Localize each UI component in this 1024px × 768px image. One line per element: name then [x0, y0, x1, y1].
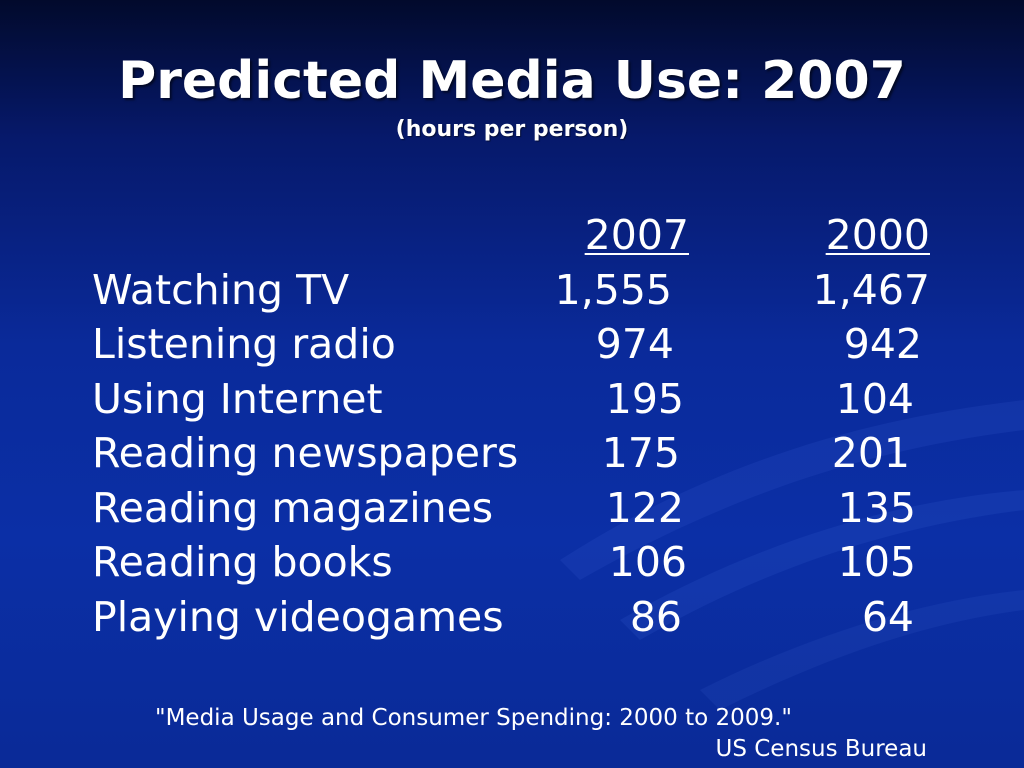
header-2000: 2000	[825, 211, 930, 259]
value-2000: 1,467	[812, 265, 930, 314]
value-2000: 135	[837, 483, 916, 532]
value-2007: 122	[605, 483, 684, 532]
table-row: Playing videogames 86 64	[92, 590, 942, 645]
table-header-row: 2007 2000	[92, 208, 942, 263]
slide-title: Predicted Media Use: 2007	[118, 51, 906, 111]
value-2000: 105	[837, 538, 916, 586]
value-2000: 104	[835, 374, 914, 423]
table-row: Watching TV 1,555 1,467	[92, 263, 942, 318]
value-2007: 175	[601, 429, 680, 477]
row-label: Listening radio	[92, 320, 396, 368]
value-2007: 974	[595, 320, 674, 368]
row-label: Reading magazines	[92, 483, 494, 532]
table-row: Reading books 106 105	[92, 535, 942, 590]
source-title: "Media Usage and Consumer Spending: 2000…	[155, 705, 792, 731]
table-row: Using Internet 195 104	[92, 372, 942, 427]
value-2007: 106	[608, 538, 687, 586]
source-publisher: US Census Bureau	[715, 736, 927, 762]
table-row: Reading newspapers 175 201	[92, 426, 942, 481]
value-2007: 86	[629, 592, 682, 641]
row-label: Using Internet	[92, 374, 383, 423]
table-row: Listening radio 974 942	[92, 317, 942, 372]
value-2007: 1,555	[554, 265, 672, 314]
value-2000: 942	[843, 320, 922, 368]
value-2000: 201	[831, 429, 910, 477]
header-2007: 2007	[584, 211, 689, 259]
row-label: Reading newspapers	[92, 429, 519, 477]
row-label: Reading books	[92, 538, 393, 586]
value-2000: 64	[861, 592, 914, 641]
row-label: Watching TV	[92, 265, 350, 314]
media-use-table: 2007 2000 Watching TV 1,555 1,467 Listen…	[92, 208, 942, 644]
value-2007: 195	[605, 374, 684, 423]
row-label: Playing videogames	[92, 592, 504, 641]
slide-subtitle: (hours per person)	[395, 117, 629, 142]
table-row: Reading magazines 122 135	[92, 481, 942, 536]
